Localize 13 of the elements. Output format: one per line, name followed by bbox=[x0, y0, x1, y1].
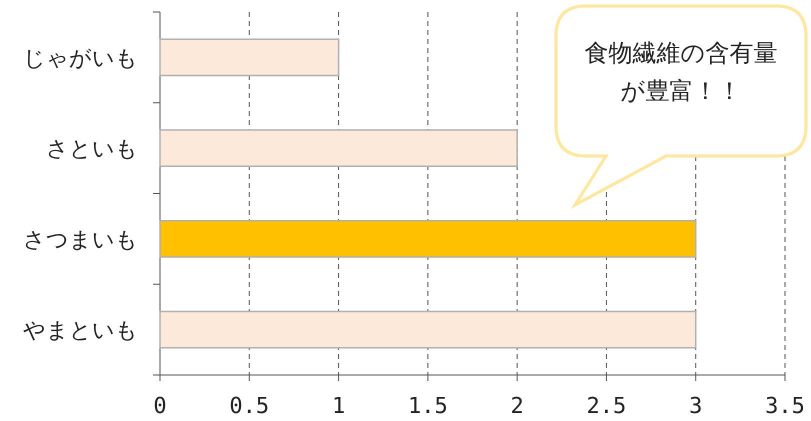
y-tick-label: じゃがいも bbox=[23, 46, 138, 72]
x-tick-label: 3 bbox=[689, 394, 702, 419]
annotation: 食物繊維の含有量が豊富！！ bbox=[584, 39, 778, 105]
y-tick-label: さつまいも bbox=[23, 228, 138, 253]
x-tick-label: 2.5 bbox=[586, 394, 626, 419]
x-tick-label: 0 bbox=[153, 394, 167, 419]
x-tick-label: 0.5 bbox=[229, 394, 270, 419]
x-tick-label: 1 bbox=[332, 394, 346, 419]
y-tick-label: さといも bbox=[46, 137, 138, 162]
x-tick-label: 3.5 bbox=[765, 394, 805, 419]
x-tick-label: 2 bbox=[510, 394, 524, 419]
y-tick-label: やまといも bbox=[23, 318, 138, 344]
x-tick-label: 1.5 bbox=[408, 394, 448, 419]
